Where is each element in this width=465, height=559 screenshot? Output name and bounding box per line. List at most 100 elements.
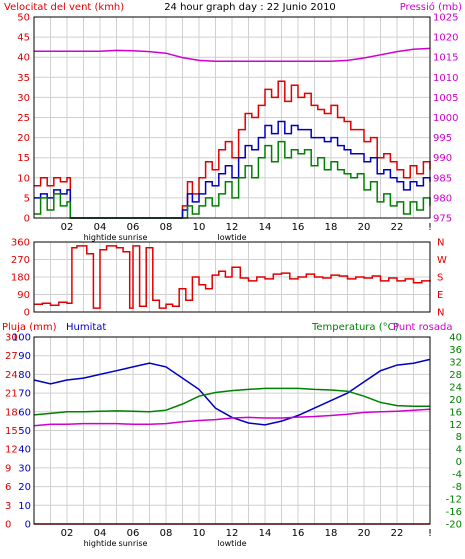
humidity-axis-tick-label: 10 [18,501,31,512]
wind-axis-tick-label: 10 [17,173,30,184]
tide-sun-annotation: lowtide [217,233,246,242]
temperature-axis-tick-label: -16 [446,507,462,518]
temperature-axis-tick-label: 40 [449,333,462,344]
humidity-axis-tick-label: 30 [18,463,31,474]
temperature-axis-tick-label: 20 [449,395,462,406]
compass-label: E [437,290,443,301]
humidity-axis-tick-label: 90 [18,351,31,362]
dewpoint-axis-title: Punt rosada [393,322,452,333]
rain-axis-tick-label: 27 [5,351,18,362]
temperature-axis-tick-label: 16 [449,407,462,418]
rain-axis-tick-label: 12 [5,445,18,456]
pressure-axis-tick-label: 995 [433,133,452,144]
pressure-axis-tick-label: 1025 [433,13,458,24]
pressure-axis-tick-label: 985 [433,173,452,184]
pressure-axis-tick-label: 1000 [433,113,458,124]
direction-axis-tick-label: 270 [11,255,30,266]
humidity-axis-tick-label: 20 [18,482,31,493]
humidity-temperature-chart: 0369121518212427300102030405060708090100… [5,333,462,549]
humidity-axis-tick-label: 40 [18,445,31,456]
x-axis-tick-label: 14 [259,222,272,233]
x-axis-tick-label: ! [428,528,432,539]
x-axis-tick-label: 08 [160,222,173,233]
tide-sun-annotation: hightide [84,233,117,242]
tide-sun-annotation: sunrise [119,539,148,548]
temperature-axis-title: Temperatura (°C) [311,322,399,333]
x-axis-tick-label: 06 [127,528,140,539]
x-axis-tick-label: 16 [292,528,305,539]
rain-axis-tick-label: 21 [5,389,18,400]
compass-label: S [437,273,443,284]
pressure-axis-tick-label: 980 [433,193,452,204]
temperature-axis-tick-label: 36 [449,345,462,356]
tide-sun-annotation: sunrise [119,233,148,242]
pressure-axis-tick-label: 1005 [433,93,458,104]
wind-axis-tick-label: 30 [17,93,30,104]
plot-frame [33,16,431,219]
pressure-axis-tick-label: 1020 [433,33,458,44]
wind-axis-tick-label: 20 [17,133,30,144]
temperature-axis-tick-label: 24 [449,382,462,393]
wind-axis-tick-label: 25 [17,113,30,124]
plot-frame [33,336,431,525]
temperature-axis-tick-label: -20 [446,520,462,531]
wind-axis-title: Velocitat del vent (kmh) [4,2,124,13]
x-axis-tick-label: 04 [94,222,107,233]
x-axis-tick-label: 10 [193,528,206,539]
humidity-axis-tick-label: 60 [18,407,31,418]
humidity-axis-tick-label: 100 [12,333,31,344]
x-axis-tick-label: 04 [94,528,107,539]
x-axis-tick-label: 02 [61,528,74,539]
x-axis-tick-label: 10 [193,222,206,233]
temperature-axis-tick-label: 28 [449,370,462,381]
x-axis-tick-label: 06 [127,222,140,233]
x-axis-tick-label: 20 [358,528,371,539]
direction-axis-tick-label: 0 [24,308,30,319]
wind-axis-tick-label: 45 [17,33,30,44]
x-axis-tick-label: 12 [226,528,239,539]
temperature-axis-tick-label: 32 [449,357,462,368]
wind-axis-tick-label: 35 [17,73,30,84]
compass-label: N [437,308,444,319]
wind-pressure-chart: 0510152025303540455097598098599099510001… [17,13,458,243]
rain-axis-tick-label: 30 [5,333,18,344]
pressure-axis-title: Pressió (mb) [400,1,462,13]
rain-axis-tick-label: 15 [5,426,18,437]
temperature-axis-tick-label: 8 [456,432,462,443]
temperature-series-line [33,387,430,416]
humidity-axis-title: Humitat [66,322,106,333]
x-axis-tick-label: 20 [358,222,371,233]
x-axis-tick-label: 18 [325,222,338,233]
wind-axis-tick-label: 0 [24,214,30,225]
pressure-axis-tick-label: 1015 [433,53,458,64]
x-axis-tick-label: 22 [391,528,404,539]
temperature-axis-tick-label: 12 [449,420,462,431]
direction-series-line [34,245,431,309]
tide-sun-annotation: lowtide [217,539,246,548]
compass-label: W [437,255,447,266]
rain-axis-tick-label: 24 [5,370,18,381]
wind-axis-tick-label: 40 [17,53,30,64]
x-axis-tick-label: 02 [61,222,74,233]
humidity-axis-tick-label: 50 [18,426,31,437]
rain-axis-tick-label: 9 [5,463,11,474]
x-axis-tick-label: 18 [325,528,338,539]
x-axis-tick-label: 14 [259,528,272,539]
rain-axis-tick-label: 3 [5,501,11,512]
x-axis-tick-label: 12 [226,222,239,233]
tide-sun-annotation: hightide [84,539,117,548]
temperature-axis-tick-label: 0 [456,457,462,468]
temperature-axis-tick-label: 4 [456,445,462,456]
wind-axis-tick-label: 50 [17,13,30,24]
rain-axis-tick-label: 18 [5,407,18,418]
x-axis-tick-label: 08 [160,528,173,539]
pressure-axis-tick-label: 975 [433,214,452,225]
pressure-series-line [34,47,431,62]
rain-axis-tick-label: 6 [5,482,11,493]
pressure-axis-tick-label: 1010 [433,73,458,84]
direction-axis-tick-label: 360 [11,238,30,249]
pressure-axis-tick-label: 990 [433,153,452,164]
